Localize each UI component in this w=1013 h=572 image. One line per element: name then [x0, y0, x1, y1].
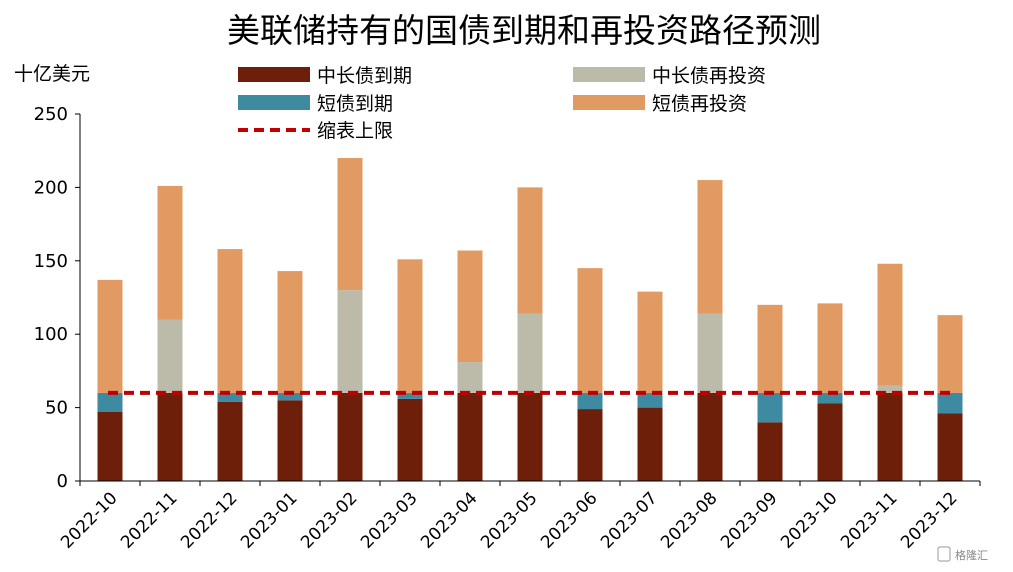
bar-segment-s1-2023-12: [937, 392, 963, 414]
bar-segment-s3-2023-05: [517, 187, 543, 314]
legend-label-2: 短债到期: [317, 93, 393, 115]
bar-segment-s3-2022-11: [157, 185, 183, 320]
x-tick-label-2023-05: 2023-05: [477, 488, 541, 552]
unit-label: 十亿美元: [14, 63, 90, 85]
bar-segment-s1-2023-10: [817, 392, 843, 404]
bar-segment-s3-2022-10: [97, 279, 123, 393]
y-axis: 0 50 100 150 200 250: [34, 104, 81, 492]
y-tick-label: 0: [57, 471, 68, 492]
bar-segment-s0-2023-09: [757, 422, 783, 481]
bar-segment-s0-2023-02: [337, 392, 363, 481]
bar-segment-s0-2023-12: [937, 413, 963, 481]
bar-segment-s3-2023-08: [697, 180, 723, 314]
legend-swatch-3: [573, 95, 645, 110]
chart-title: 美联储持有的国债到期和再投资路径预测: [227, 11, 821, 50]
bar-segment-s1-2022-12: [217, 392, 243, 402]
bar-segment-s2-2023-04: [457, 362, 483, 393]
x-tick-label-2023-06: 2023-06: [537, 488, 601, 552]
y-tick-label: 250: [34, 104, 68, 125]
x-tick-label-2023-08: 2023-08: [657, 488, 721, 552]
bar-segment-s1-2022-10: [97, 392, 123, 413]
bars: [97, 158, 963, 481]
watermark-logo-icon: [937, 546, 951, 562]
bar-segment-s3-2023-01: [277, 271, 303, 393]
bar-segment-s0-2022-11: [157, 392, 183, 481]
watermark-text: 格隆汇: [955, 548, 988, 562]
y-tick-label: 150: [34, 251, 68, 272]
legend-label-3: 短债再投资: [652, 93, 747, 115]
bar-segment-s0-2023-05: [517, 392, 543, 481]
x-tick-label-2023-04: 2023-04: [417, 488, 481, 552]
legend-swatch-0: [238, 67, 310, 82]
bar-segment-s0-2023-01: [277, 400, 303, 481]
bar-segment-s0-2023-06: [577, 409, 603, 481]
bar-segment-s2-2022-11: [157, 319, 183, 393]
watermark: 格隆汇: [937, 546, 988, 562]
bar-segment-s2-2023-05: [517, 313, 543, 393]
bar-segment-s2-2023-02: [337, 290, 363, 393]
legend-label-cap-line: 缩表上限: [317, 120, 393, 142]
legend-swatch-1: [573, 67, 645, 82]
bar-segment-s0-2023-04: [457, 392, 483, 481]
bar-segment-s1-2023-06: [577, 392, 603, 410]
legend-label-1: 中长债再投资: [652, 65, 766, 87]
legend-swatch-2: [238, 95, 310, 110]
bar-segment-s0-2023-03: [397, 398, 423, 481]
bar-segment-s3-2023-06: [577, 268, 603, 393]
bar-segment-s3-2023-02: [337, 158, 363, 291]
bar-segment-s3-2022-12: [217, 249, 243, 393]
x-tick-label-2023-10: 2023-10: [777, 488, 841, 552]
x-tick-label-2022-10: 2022-10: [57, 488, 121, 552]
bar-segment-s0-2023-11: [877, 392, 903, 481]
x-tick-label-2023-12: 2023-12: [897, 488, 961, 552]
y-tick-label: 100: [34, 324, 68, 345]
bar-segment-s2-2023-11: [877, 385, 903, 393]
bar-segment-s3-2023-10: [817, 303, 843, 393]
bar-segment-s3-2023-03: [397, 259, 423, 393]
x-tick-label-2023-09: 2023-09: [717, 488, 781, 552]
bar-segment-s1-2023-03: [397, 392, 423, 399]
x-tick-label-2022-11: 2022-11: [117, 488, 181, 552]
x-tick-label-2023-11: 2023-11: [837, 488, 901, 552]
x-tick-label-2022-12: 2022-12: [177, 488, 241, 552]
bar-segment-s0-2022-10: [97, 412, 123, 481]
bar-segment-s1-2023-01: [277, 392, 303, 401]
bar-segment-s1-2023-09: [757, 392, 783, 423]
x-tick-label-2023-01: 2023-01: [237, 488, 301, 552]
bar-segment-s3-2023-09: [757, 304, 783, 393]
legend-label-0: 中长债到期: [317, 65, 412, 87]
bar-segment-s3-2023-11: [877, 263, 903, 386]
bar-segment-s2-2023-08: [697, 313, 723, 393]
bar-segment-s0-2022-12: [217, 401, 243, 481]
x-tick-label-2023-07: 2023-07: [597, 488, 661, 552]
bar-segment-s1-2023-07: [637, 392, 663, 408]
bar-segment-s0-2023-08: [697, 392, 723, 481]
y-tick-label: 50: [45, 398, 68, 419]
x-tick-label-2023-03: 2023-03: [357, 488, 421, 552]
bar-segment-s3-2023-07: [637, 291, 663, 393]
bar-segment-s0-2023-10: [817, 403, 843, 481]
bar-segment-s0-2023-07: [637, 407, 663, 481]
y-tick-label: 200: [34, 177, 68, 198]
x-tick-label-2023-02: 2023-02: [297, 488, 361, 552]
x-axis: 2022-102022-112022-122023-012023-022023-…: [57, 480, 981, 553]
bar-segment-s3-2023-04: [457, 250, 483, 363]
bar-segment-s3-2023-12: [937, 315, 963, 393]
